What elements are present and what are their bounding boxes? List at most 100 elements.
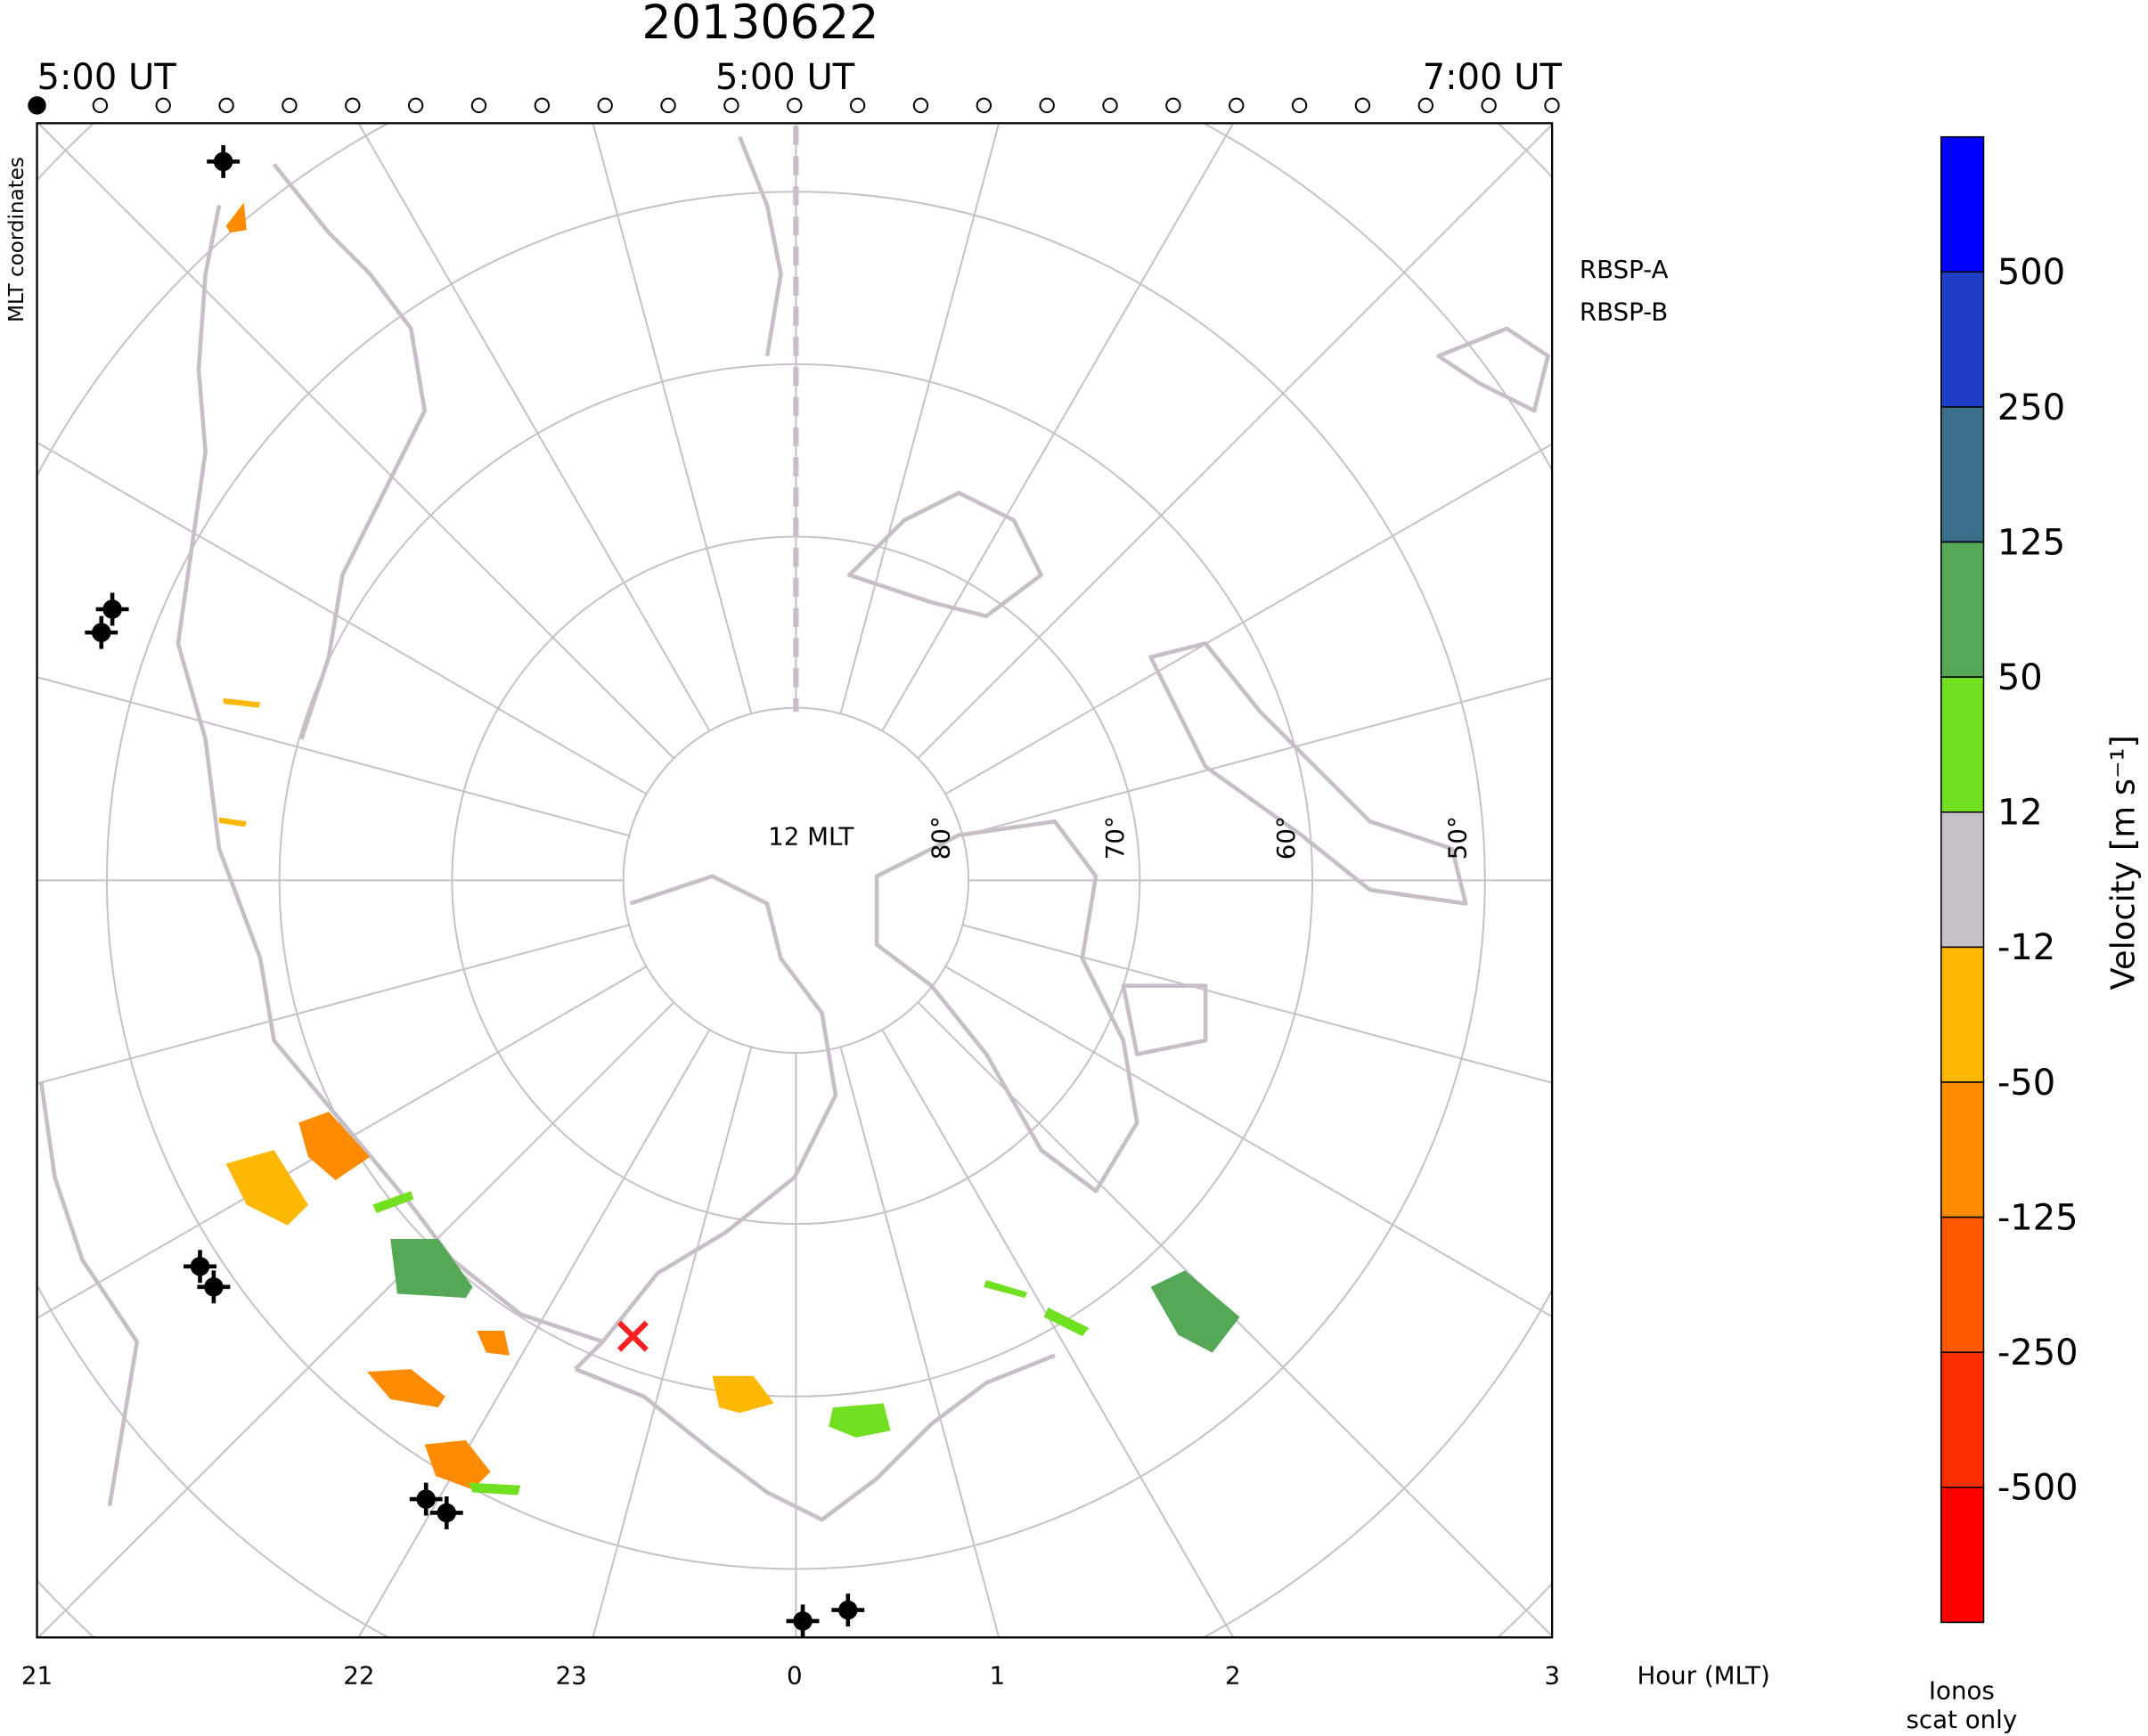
velocity-patch: [468, 1482, 521, 1496]
time-marker: [1291, 97, 1308, 114]
velocity-patch: [477, 1331, 510, 1356]
time-marker: [597, 97, 613, 114]
time-marker: [723, 97, 739, 114]
time-marker: [912, 97, 929, 114]
colorbar-swatch: [1940, 676, 1985, 813]
time-marker: [1102, 97, 1118, 114]
hour-label: 1: [990, 1661, 1006, 1691]
radar-site: [838, 1600, 858, 1620]
velocity-patch: [829, 1403, 891, 1438]
meridian: [944, 966, 1553, 1318]
title: 20130622: [641, 0, 878, 50]
hour-label: 23: [556, 1661, 587, 1691]
latitude-circle: [622, 706, 970, 1055]
time-marker: [1165, 97, 1181, 114]
colorbar-tick-label: 250: [1997, 387, 2065, 428]
colorbar-swatch: [1940, 811, 1985, 949]
radar-site: [793, 1611, 813, 1631]
velocity-patch: [984, 1280, 1028, 1299]
velocity-patch: [223, 697, 261, 708]
velocity-patch: [1043, 1307, 1090, 1337]
time-marker: [407, 97, 424, 114]
hour-label: 21: [21, 1661, 53, 1691]
time-marker: [1544, 97, 1560, 114]
colorbar-swatch: [1940, 271, 1985, 408]
meridian: [37, 966, 648, 1320]
meridian: [881, 1029, 1235, 1638]
colorbar: 500 250 125 50 12 -12 -50 -125 -250 -500: [1940, 135, 2079, 1624]
side-label: MLT coordinates: [5, 157, 29, 322]
colorbar-swatch: [1940, 406, 1985, 543]
meridian: [357, 123, 711, 732]
hour-axis-label: Hour (MLT): [1637, 1661, 1769, 1691]
time-marker: [155, 97, 171, 114]
colorbar-tick-label: 500: [1997, 252, 2065, 293]
time-marker: [1039, 97, 1055, 114]
meridian: [839, 123, 1000, 714]
radar-site: [416, 1489, 436, 1509]
legend: RBSP-A RBSP-B: [1580, 255, 1669, 327]
velocity-patch: [424, 1439, 491, 1490]
radar-site: [102, 599, 122, 619]
latitude-label: 70°: [1100, 816, 1130, 860]
time-marker: [345, 97, 361, 114]
meridian: [592, 123, 753, 714]
velocity-patch: [372, 1191, 414, 1213]
colorbar-tick-label: 12: [1997, 793, 2043, 834]
meridian: [917, 1001, 1553, 1638]
latitude-label: 80°: [927, 816, 956, 860]
velocity-patch: [225, 1150, 308, 1226]
map-grid: [37, 123, 1553, 1638]
velocity-patch: [1150, 1270, 1240, 1353]
colorbar-tick-label: -250: [1997, 1333, 2079, 1373]
map-frame: [36, 122, 1554, 1639]
latitude-circle: [37, 123, 1553, 1638]
pole-label: 12 MLT: [768, 821, 853, 851]
time-marker: [976, 97, 992, 114]
colorbar-swatch: [1940, 1351, 1985, 1488]
meridian: [357, 1029, 711, 1638]
latitude-circle: [37, 123, 1553, 1638]
colorbar-swatch: [1940, 1081, 1985, 1218]
spacecraft-footprint: [617, 1320, 649, 1352]
meridian: [962, 924, 1553, 1084]
colorbar-swatch: [1940, 1216, 1985, 1353]
meridian: [37, 123, 675, 760]
time-label: 7:00 UT: [1423, 57, 1563, 98]
velocity-patch: [390, 1239, 473, 1299]
time-marker: [849, 97, 866, 114]
colorbar-tick-label: 50: [1997, 657, 2043, 698]
hour-label: 3: [1544, 1661, 1560, 1691]
colorbar-tick-label: -50: [1997, 1063, 2055, 1104]
hour-label: 0: [787, 1661, 803, 1691]
meridian: [839, 1047, 1000, 1638]
velocity-patch: [712, 1375, 774, 1414]
radar-site: [92, 623, 111, 642]
map-labels: 80° 70° 60° 50°21 22 23 0 1 2 3: [21, 816, 1560, 1690]
velocity-patch: [298, 1112, 371, 1180]
meridian: [37, 924, 630, 1085]
colorbar-swatch: [1940, 1487, 1985, 1624]
velocity-patches: [219, 202, 1240, 1496]
velocity-patch: [367, 1369, 445, 1408]
time-marker: [1354, 97, 1371, 114]
meridian: [37, 441, 648, 795]
meridian: [37, 1001, 675, 1638]
time-marker: [282, 97, 298, 114]
time-marker: [1481, 97, 1497, 114]
time-marker: [470, 97, 487, 114]
time-marker: [218, 97, 234, 114]
colorbar-tick-label: 125: [1997, 522, 2065, 563]
colorbar-tick-label: -500: [1997, 1468, 2079, 1509]
hour-label: 2: [1225, 1661, 1241, 1691]
velocity-patch: [219, 817, 247, 827]
note-line: Ionos: [1929, 1676, 1995, 1706]
radar-site: [204, 1277, 224, 1297]
colorbar-swatch: [1940, 135, 1985, 273]
meridian: [37, 676, 630, 837]
time-marker: [660, 97, 676, 114]
legend-entry: RBSP-B: [1580, 297, 1668, 327]
time-markers: [28, 96, 1560, 115]
